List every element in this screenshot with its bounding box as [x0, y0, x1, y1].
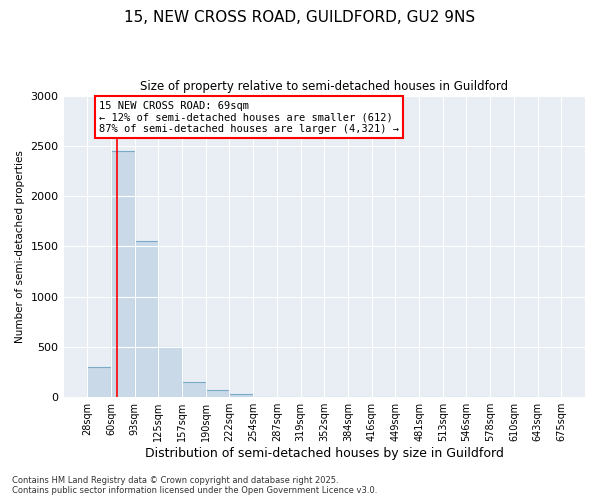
Bar: [253, 396, 277, 397]
Text: 15 NEW CROSS ROAD: 69sqm
← 12% of semi-detached houses are smaller (612)
87% of : 15 NEW CROSS ROAD: 69sqm ← 12% of semi-d…: [99, 100, 399, 134]
Bar: [229, 394, 253, 397]
Bar: [206, 390, 229, 397]
Y-axis label: Number of semi-detached properties: Number of semi-detached properties: [15, 150, 25, 343]
Bar: [158, 347, 182, 397]
Text: 15, NEW CROSS ROAD, GUILDFORD, GU2 9NS: 15, NEW CROSS ROAD, GUILDFORD, GU2 9NS: [124, 10, 476, 25]
Bar: [111, 151, 134, 397]
Bar: [182, 382, 206, 397]
Bar: [87, 367, 111, 397]
Bar: [134, 242, 158, 397]
Title: Size of property relative to semi-detached houses in Guildford: Size of property relative to semi-detach…: [140, 80, 508, 93]
Text: Contains HM Land Registry data © Crown copyright and database right 2025.
Contai: Contains HM Land Registry data © Crown c…: [12, 476, 377, 495]
X-axis label: Distribution of semi-detached houses by size in Guildford: Distribution of semi-detached houses by …: [145, 447, 504, 460]
